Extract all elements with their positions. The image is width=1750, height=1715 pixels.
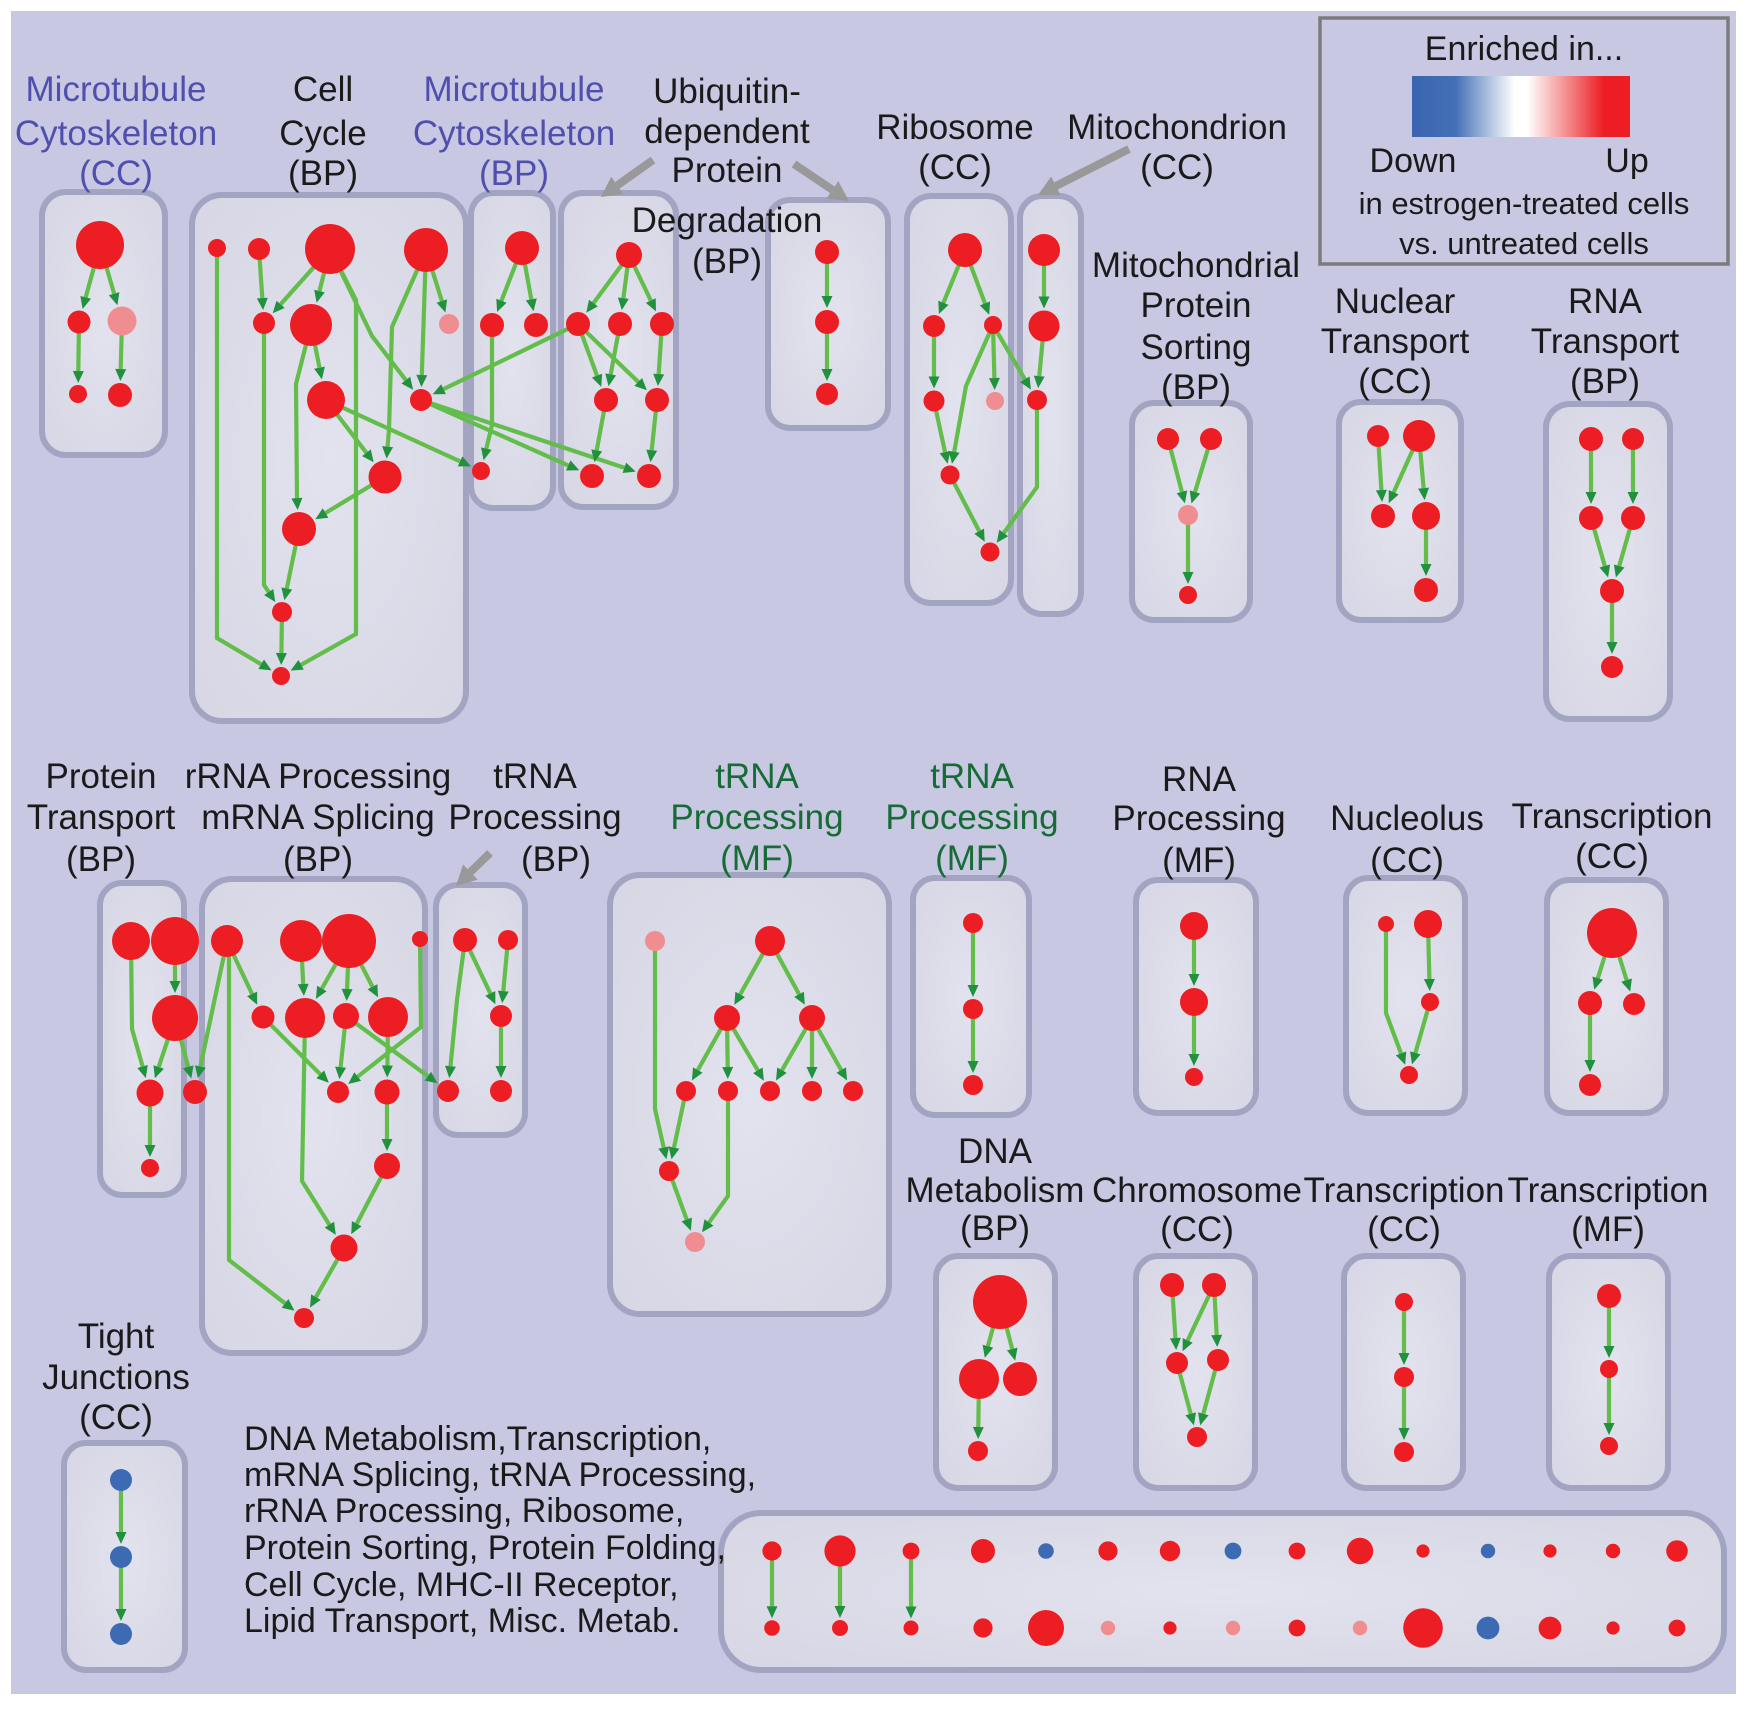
svg-text:Microtubule: Microtubule bbox=[424, 70, 605, 109]
svg-text:(CC): (CC) bbox=[918, 148, 992, 187]
svg-text:(CC): (CC) bbox=[1140, 148, 1214, 187]
svg-text:(BP): (BP) bbox=[479, 154, 549, 193]
svg-text:Processing: Processing bbox=[885, 798, 1058, 837]
svg-text:Cytoskeleton: Cytoskeleton bbox=[15, 114, 217, 153]
svg-text:Mitochondrial: Mitochondrial bbox=[1092, 246, 1300, 285]
svg-text:dependent: dependent bbox=[644, 112, 810, 151]
svg-text:Ubiquitin-: Ubiquitin- bbox=[653, 72, 801, 111]
svg-text:(MF): (MF) bbox=[1162, 841, 1236, 880]
svg-text:Cell Cycle, MHC-II Receptor,: Cell Cycle, MHC-II Receptor, bbox=[244, 1566, 679, 1604]
svg-text:Up: Up bbox=[1605, 142, 1648, 180]
svg-text:Nuclear: Nuclear bbox=[1335, 282, 1456, 321]
svg-text:(MF): (MF) bbox=[1571, 1210, 1645, 1249]
svg-text:Metabolism: Metabolism bbox=[906, 1171, 1085, 1210]
svg-text:(CC): (CC) bbox=[1358, 362, 1432, 401]
svg-text:(BP): (BP) bbox=[1570, 362, 1640, 401]
svg-text:mRNA Splicing, tRNA Processing: mRNA Splicing, tRNA Processing, bbox=[244, 1456, 756, 1494]
svg-text:Transcription: Transcription bbox=[1508, 1171, 1709, 1210]
svg-text:Down: Down bbox=[1370, 142, 1457, 180]
svg-text:Junctions: Junctions bbox=[42, 1358, 190, 1397]
svg-text:Transport: Transport bbox=[1531, 322, 1680, 361]
svg-text:Processing: Processing bbox=[448, 798, 621, 837]
svg-text:Sorting: Sorting bbox=[1141, 328, 1252, 367]
svg-text:Enriched in...: Enriched in... bbox=[1425, 30, 1623, 68]
svg-text:Processing: Processing bbox=[1112, 799, 1285, 838]
svg-text:(CC): (CC) bbox=[1370, 841, 1444, 880]
svg-text:Protein: Protein bbox=[46, 757, 157, 796]
svg-text:Cell: Cell bbox=[293, 70, 353, 109]
svg-text:Tight: Tight bbox=[78, 1317, 155, 1356]
svg-text:vs. untreated cells: vs. untreated cells bbox=[1399, 226, 1649, 261]
svg-text:Protein: Protein bbox=[1141, 286, 1252, 325]
svg-text:(BP): (BP) bbox=[960, 1209, 1030, 1248]
svg-text:(BP): (BP) bbox=[283, 840, 353, 879]
svg-text:DNA Metabolism,Transcription,: DNA Metabolism,Transcription, bbox=[244, 1420, 711, 1458]
svg-text:Transport: Transport bbox=[1321, 322, 1470, 361]
svg-text:Transcription: Transcription bbox=[1304, 1171, 1505, 1210]
svg-text:DNA: DNA bbox=[958, 1132, 1033, 1171]
svg-text:RNA: RNA bbox=[1568, 282, 1643, 321]
svg-text:(CC): (CC) bbox=[1160, 1210, 1234, 1249]
svg-text:(BP): (BP) bbox=[1161, 368, 1231, 407]
svg-text:Lipid Transport, Misc. Metab.: Lipid Transport, Misc. Metab. bbox=[244, 1602, 681, 1640]
svg-text:tRNA: tRNA bbox=[930, 757, 1014, 796]
svg-text:tRNA: tRNA bbox=[493, 757, 577, 796]
svg-text:Microtubule: Microtubule bbox=[26, 70, 207, 109]
svg-text:mRNA Splicing: mRNA Splicing bbox=[201, 798, 434, 837]
svg-text:rRNA Processing: rRNA Processing bbox=[185, 757, 451, 796]
svg-text:Transport: Transport bbox=[27, 798, 176, 837]
svg-text:Transcription: Transcription bbox=[1512, 797, 1713, 836]
svg-text:Protein: Protein bbox=[672, 151, 783, 190]
svg-text:(CC): (CC) bbox=[79, 154, 153, 193]
svg-text:in estrogen-treated cells: in estrogen-treated cells bbox=[1359, 186, 1690, 221]
svg-text:(CC): (CC) bbox=[79, 1398, 153, 1437]
svg-text:(BP): (BP) bbox=[692, 242, 762, 281]
svg-text:Ribosome: Ribosome bbox=[876, 108, 1034, 147]
svg-text:RNA: RNA bbox=[1162, 760, 1237, 799]
svg-text:Nucleolus: Nucleolus bbox=[1330, 799, 1484, 838]
svg-text:Degradation: Degradation bbox=[632, 201, 823, 240]
svg-text:(BP): (BP) bbox=[66, 840, 136, 879]
svg-text:Chromosome: Chromosome bbox=[1092, 1171, 1302, 1210]
svg-text:rRNA Processing, Ribosome,: rRNA Processing, Ribosome, bbox=[244, 1492, 684, 1530]
svg-text:(BP): (BP) bbox=[288, 154, 358, 193]
svg-text:Protein Sorting, Protein Foldi: Protein Sorting, Protein Folding, bbox=[244, 1529, 726, 1567]
svg-text:(MF): (MF) bbox=[935, 839, 1009, 878]
svg-text:(CC): (CC) bbox=[1575, 837, 1649, 876]
svg-text:Cytoskeleton: Cytoskeleton bbox=[413, 114, 615, 153]
svg-text:(CC): (CC) bbox=[1367, 1210, 1441, 1249]
svg-text:Processing: Processing bbox=[670, 798, 843, 837]
svg-text:Cycle: Cycle bbox=[279, 114, 367, 153]
svg-text:tRNA: tRNA bbox=[715, 757, 799, 796]
svg-text:(BP): (BP) bbox=[521, 840, 591, 879]
svg-text:Mitochondrion: Mitochondrion bbox=[1067, 108, 1287, 147]
svg-text:(MF): (MF) bbox=[720, 839, 794, 878]
